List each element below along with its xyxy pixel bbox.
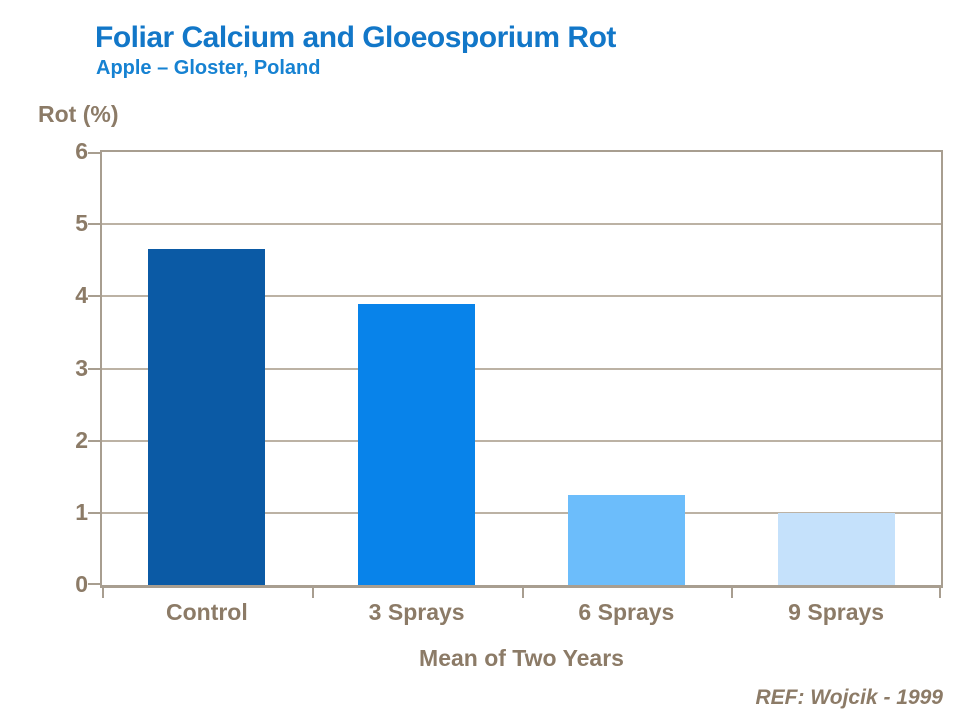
y-tick-label: 5 (75, 210, 88, 237)
gridline-3 (102, 367, 941, 370)
x-category-label: 6 Sprays (578, 599, 675, 625)
y-tick-label: 6 (75, 138, 88, 164)
plot-area: 0 1 2 3 4 5 6 Control 3 Sprays 6 Sprays 9 Sprays (75, 138, 943, 625)
y-tick-label: 0 (75, 571, 88, 597)
y-tick-mark (88, 152, 101, 154)
x-axis-label: Mean of Two Years (419, 645, 624, 671)
y-tick-mark (88, 295, 101, 298)
y-tick-label: 2 (75, 426, 88, 453)
x-tick-mark (731, 588, 734, 598)
y-tick-label: 3 (75, 354, 88, 381)
x-category-label: 3 Sprays (368, 599, 465, 625)
x-tick-mark (102, 588, 104, 598)
y-tick-mark (88, 511, 101, 514)
y-tick-mark (88, 439, 101, 442)
bar-control (148, 249, 266, 585)
gridline-1 (102, 511, 941, 514)
gridline-2 (102, 439, 941, 442)
y-tick-mark (88, 583, 101, 585)
reference-note: REF: Wojcik - 1999 (755, 686, 943, 709)
x-category-label: Control (165, 599, 248, 625)
gridline-4 (102, 295, 941, 298)
x-tick-mark (311, 588, 314, 598)
x-tick-mark (939, 588, 941, 598)
x-tick-mark (521, 588, 524, 598)
y-axis-label: Rot (%) (38, 101, 119, 127)
gridline-5 (102, 223, 941, 226)
bar-9-sprays (777, 512, 895, 585)
y-tick-mark (88, 367, 101, 370)
x-category-label: 9 Sprays (788, 599, 885, 625)
y-tick-mark (88, 223, 101, 226)
y-tick-label: 4 (75, 282, 88, 309)
chart-title: Foliar Calcium and Gloeosporium Rot (95, 21, 616, 54)
chart-subtitle: Apple – Gloster, Poland (96, 57, 321, 79)
bar-3-sprays (358, 303, 476, 585)
y-tick-label: 1 (75, 498, 88, 525)
bar-6-sprays (567, 494, 685, 585)
